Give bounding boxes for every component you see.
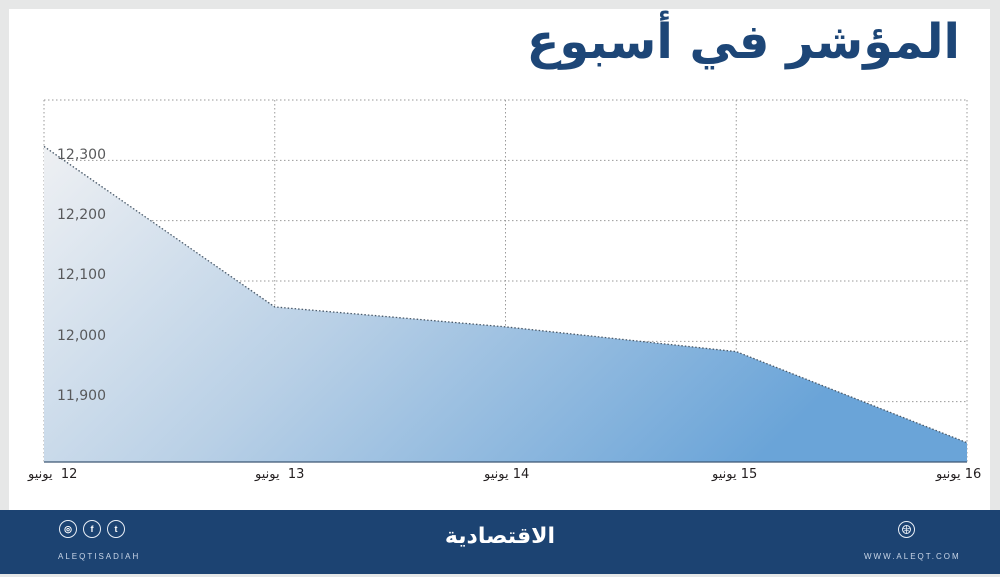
social-links: ◎ f t bbox=[59, 520, 125, 538]
x-tick-12-june: 12 يونيو bbox=[28, 467, 78, 482]
x-tick-15-june: 15 يونيو bbox=[712, 467, 758, 482]
x-tick-14-june: 14 يونيو bbox=[484, 467, 530, 482]
instagram-icon[interactable]: ◎ bbox=[59, 520, 77, 538]
data-line bbox=[43, 145, 968, 444]
y-tick-12300: 12,300 bbox=[57, 147, 106, 163]
footer-bar: ◎ f t ALEQTISADIAH الاقتصادية WWW.ALEQT.… bbox=[0, 510, 1000, 577]
brand-logo: الاقتصادية bbox=[444, 524, 556, 549]
website-link[interactable]: WWW.ALEQT.COM bbox=[864, 552, 961, 561]
twitter-icon[interactable]: t bbox=[107, 520, 125, 538]
y-tick-12000: 12,000 bbox=[57, 328, 106, 344]
social-handle: ALEQTISADIAH bbox=[58, 552, 141, 561]
x-tick-16-june: 16 يونيو bbox=[936, 467, 982, 482]
y-tick-11900: 11,900 bbox=[57, 388, 106, 404]
y-tick-12100: 12,100 bbox=[57, 267, 106, 283]
x-tick-13-june: 13 يونيو bbox=[255, 467, 305, 482]
chart-title: المؤشر في أسبوع bbox=[526, 14, 961, 70]
globe-icon[interactable] bbox=[898, 521, 915, 538]
y-tick-12200: 12,200 bbox=[57, 207, 106, 223]
facebook-icon[interactable]: f bbox=[83, 520, 101, 538]
area-fill bbox=[44, 146, 967, 462]
